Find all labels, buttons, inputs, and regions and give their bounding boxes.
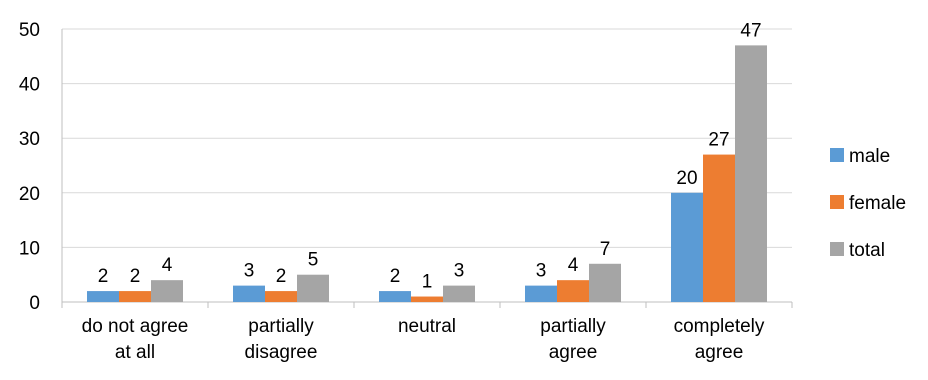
legend-swatch-total (830, 242, 844, 256)
legend-swatch-male (830, 148, 844, 162)
y-tick-label: 10 (19, 238, 40, 259)
y-tick-label: 50 (19, 20, 40, 41)
data-label-male: 2 (390, 266, 401, 287)
bar-female-0 (119, 291, 151, 302)
legend-label-female: female (849, 193, 906, 214)
bar-total-4 (735, 45, 767, 302)
data-label-female: 4 (568, 255, 579, 276)
y-tick-label: 40 (19, 75, 40, 96)
data-label-total: 3 (454, 261, 465, 282)
y-axis: 0 10 20 30 40 50 (19, 20, 63, 314)
data-label-female: 2 (130, 266, 141, 287)
bars (87, 45, 767, 302)
bar-male-3 (525, 285, 557, 302)
bar-male-2 (379, 291, 411, 302)
category-label: neutral (398, 316, 456, 337)
bar-total-2 (443, 285, 475, 302)
data-label-male: 3 (536, 261, 547, 282)
bar-female-2 (411, 296, 443, 302)
data-label-male: 3 (244, 261, 255, 282)
x-axis: do not agree at all partially disagree neutr… (61, 301, 793, 363)
category-label: partially disagree (245, 316, 318, 363)
y-tick-label: 30 (19, 129, 40, 150)
data-label-total: 4 (162, 255, 173, 276)
category-label: partially agree (540, 316, 606, 363)
data-label-male: 20 (676, 168, 697, 189)
category-label: do not agree at all (82, 316, 189, 363)
bar-female-1 (265, 291, 297, 302)
legend-label-male: male (849, 146, 890, 167)
y-tick-label: 0 (29, 293, 40, 314)
bar-male-1 (233, 285, 265, 302)
category-label: completely agree (674, 316, 765, 363)
data-label-female: 2 (276, 266, 287, 287)
y-tick-label: 20 (19, 184, 40, 205)
bar-total-0 (151, 280, 183, 302)
data-label-female: 27 (708, 130, 729, 151)
legend-swatch-female (830, 195, 844, 209)
gridlines (62, 28, 792, 248)
legend-label-total: total (849, 240, 885, 261)
bar-male-0 (87, 291, 119, 302)
data-label-female: 1 (422, 272, 433, 293)
legend: male female total (830, 146, 906, 261)
data-label-total: 47 (740, 20, 761, 41)
bar-total-1 (297, 274, 329, 302)
bar-female-3 (557, 280, 589, 302)
bar-male-4 (671, 192, 703, 302)
bar-female-4 (703, 154, 735, 302)
data-label-male: 2 (98, 266, 109, 287)
data-label-total: 7 (600, 239, 611, 260)
data-label-total: 5 (308, 250, 319, 271)
bar-total-3 (589, 263, 621, 302)
